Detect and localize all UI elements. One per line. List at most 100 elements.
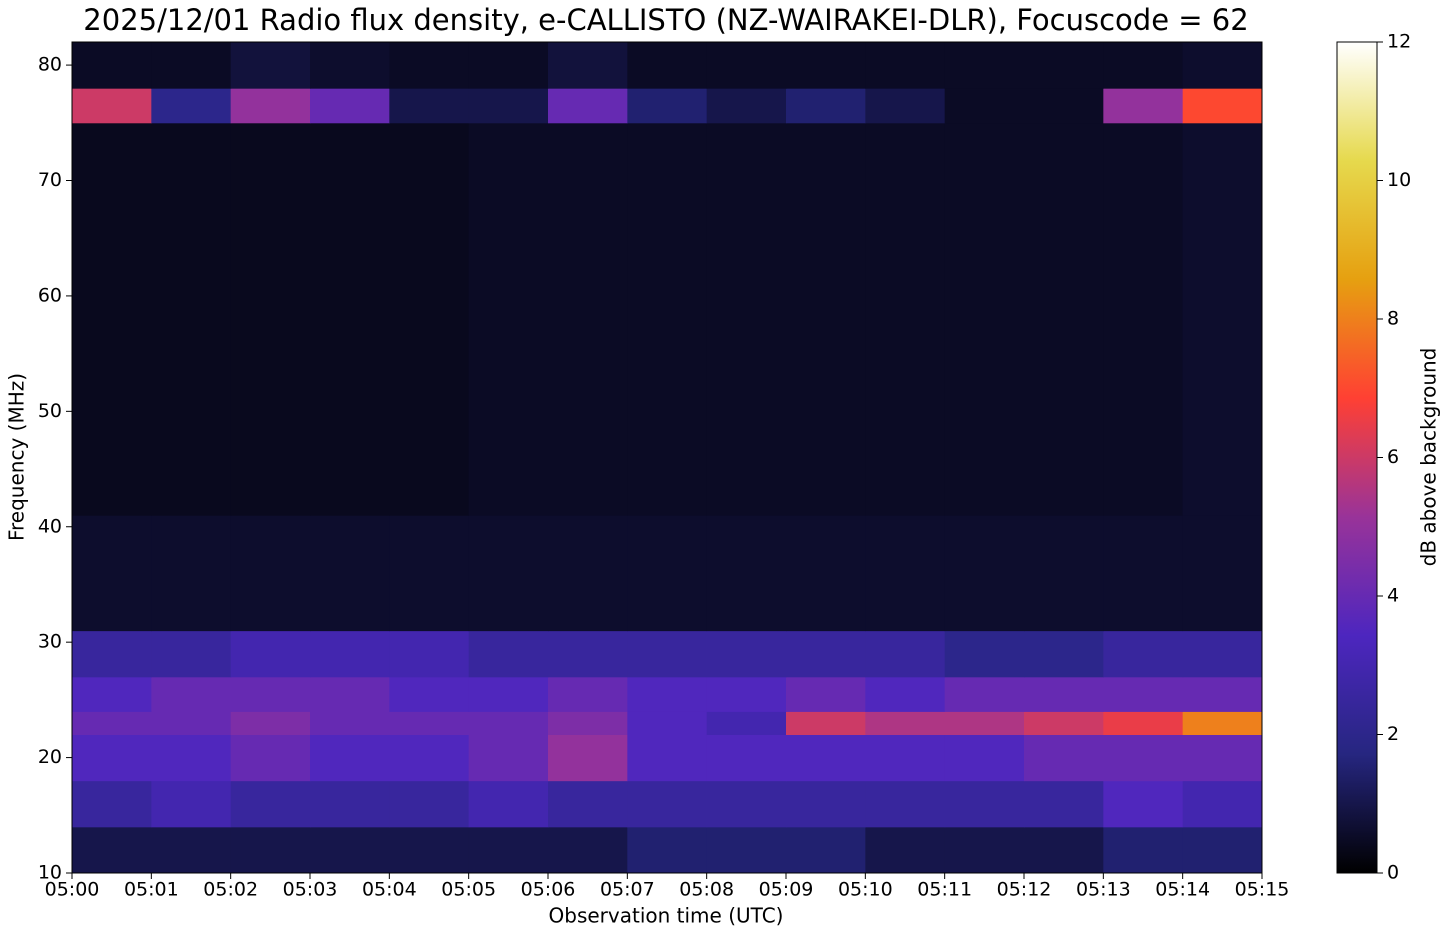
- heat-cell: [310, 676, 390, 712]
- heat-cell: [786, 734, 866, 782]
- heat-cell: [72, 780, 152, 828]
- heat-cell: [151, 711, 232, 735]
- heat-cell: [468, 780, 549, 828]
- heat-cell: [944, 780, 1025, 828]
- heat-cell: [230, 88, 311, 124]
- x-axis-label: Observation time (UTC): [549, 904, 784, 928]
- heat-cell: [786, 780, 866, 828]
- heat-cell: [310, 780, 390, 828]
- heat-cell: [468, 515, 549, 632]
- heat-cell: [310, 826, 390, 874]
- heat-cell: [944, 515, 1025, 632]
- y-axis-label: Frequency (MHz): [5, 373, 29, 541]
- x-tick-label: 05:00: [45, 879, 100, 901]
- heat-cell: [72, 676, 152, 712]
- heat-cell: [468, 88, 549, 124]
- heat-cell: [627, 826, 708, 874]
- x-tick-label: 05:02: [203, 879, 258, 901]
- heat-cell: [706, 734, 787, 782]
- heat-cell: [786, 515, 866, 632]
- colorbar-tick-label: 4: [1387, 585, 1399, 607]
- heat-cell: [706, 88, 787, 124]
- y-tick-label: 20: [38, 746, 62, 768]
- heat-cell: [944, 826, 1025, 874]
- colorbar-tick-label: 8: [1387, 308, 1399, 330]
- heat-cell: [627, 711, 708, 735]
- heat-cell: [72, 711, 152, 735]
- heat-cell: [230, 826, 311, 874]
- chart-title: 2025/12/01 Radio flux density, e-CALLIST…: [83, 3, 1248, 37]
- heat-cell: [627, 88, 708, 124]
- y-tick-label: 40: [38, 515, 62, 537]
- heat-cell: [389, 734, 470, 782]
- heat-cell: [548, 826, 628, 874]
- heat-cell: [468, 630, 549, 678]
- heat-cell: [548, 88, 628, 124]
- heat-cell: [72, 42, 152, 89]
- plot-frame: [71, 41, 1263, 874]
- heat-cell: [1024, 780, 1104, 828]
- heat-cell: [1024, 630, 1104, 678]
- heat-cell: [1024, 711, 1104, 735]
- heat-cell: [548, 676, 628, 712]
- heat-cell: [865, 42, 946, 89]
- heat-cell: [230, 515, 311, 632]
- heat-cell: [627, 42, 708, 89]
- y-tick-label: 60: [38, 284, 62, 306]
- heat-cell: [389, 826, 470, 874]
- heat-cell: [151, 780, 232, 828]
- heat-cell: [151, 88, 232, 124]
- heat-cell: [865, 711, 946, 735]
- heat-cell: [548, 630, 628, 678]
- heat-cell: [1182, 88, 1263, 124]
- heat-cell: [310, 515, 390, 632]
- x-tick-label: 05:08: [679, 879, 734, 901]
- heat-cell: [786, 711, 866, 735]
- heat-cell: [1024, 515, 1104, 632]
- heat-cell: [1182, 711, 1263, 735]
- colorbar-tick-label: 0: [1387, 862, 1399, 884]
- heat-cell: [1182, 780, 1263, 828]
- heat-cell: [468, 676, 549, 712]
- heat-cell: [72, 826, 152, 874]
- heat-cell: [1103, 780, 1184, 828]
- heat-cell: [230, 630, 311, 678]
- heat-cell: [1024, 676, 1104, 712]
- heat-cell: [1024, 42, 1104, 89]
- heat-cell: [230, 711, 311, 735]
- y-tick-label: 50: [38, 400, 62, 422]
- heat-cell: [1024, 88, 1104, 124]
- heat-cell: [389, 711, 470, 735]
- heat-cell: [468, 734, 549, 782]
- heat-cell: [706, 630, 787, 678]
- heat-cell: [548, 780, 628, 828]
- heat-cell: [230, 42, 311, 89]
- heat-cell: [548, 515, 628, 632]
- y-tick-label: 30: [38, 631, 62, 653]
- heat-cell: [944, 630, 1025, 678]
- heat-cell: [548, 122, 628, 516]
- heat-cell: [1103, 734, 1184, 782]
- colorbar-tick-label: 10: [1387, 169, 1411, 191]
- heat-cell: [627, 676, 708, 712]
- heat-cell: [548, 734, 628, 782]
- y-tick-label: 80: [38, 54, 62, 76]
- heat-cell: [865, 515, 946, 632]
- heat-cell: [1103, 88, 1184, 124]
- heat-cell: [468, 42, 549, 89]
- heat-cell: [230, 734, 311, 782]
- heat-cell: [786, 42, 866, 89]
- heat-cell: [706, 42, 787, 89]
- heat-cell: [865, 826, 946, 874]
- heat-cell: [151, 826, 232, 874]
- heat-cell: [310, 42, 390, 89]
- colorbar-tick-label: 2: [1387, 723, 1399, 745]
- heat-cell: [151, 42, 232, 89]
- heat-cell: [1182, 676, 1263, 712]
- heat-cell: [627, 734, 708, 782]
- heat-cell: [1103, 42, 1184, 89]
- heat-cell: [706, 515, 787, 632]
- heat-cell: [548, 711, 628, 735]
- heat-cell: [389, 676, 470, 712]
- heat-cell: [786, 676, 866, 712]
